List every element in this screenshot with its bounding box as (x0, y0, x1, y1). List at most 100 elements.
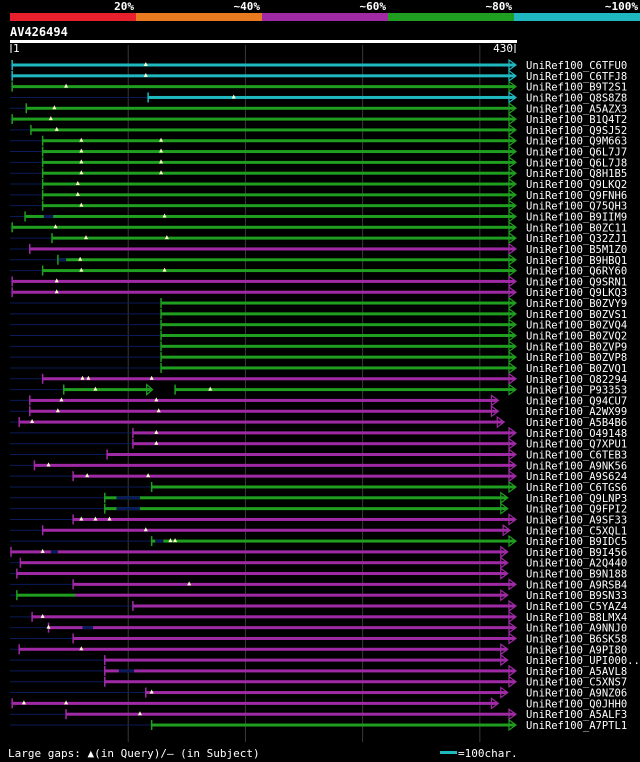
hit-row[interactable]: UniRef100_Q9LKQ3 (10, 286, 627, 299)
hit-row[interactable]: UniRef100_Q7XPU1 (10, 437, 627, 451)
hit-label[interactable]: UniRef100_Q9LNP3 (526, 493, 627, 505)
hit-row[interactable]: UniRef100_Q6RY60 (10, 264, 627, 278)
hit-row[interactable]: UniRef100_UPI000... (10, 653, 640, 667)
hit-label[interactable]: UniRef100_B0ZVS1 (526, 309, 627, 321)
hit-row[interactable]: UniRef100_Q9SRN1 (10, 275, 627, 288)
hit-row[interactable]: UniRef100_A2WX99 (10, 405, 627, 418)
hit-row[interactable]: UniRef100_Q32ZJ1 (10, 231, 627, 245)
hit-label[interactable]: UniRef100_P93353 (526, 385, 627, 397)
hit-row[interactable]: UniRef100_A5AVL8 (10, 664, 627, 678)
hit-row[interactable]: UniRef100_C6TGS6 (10, 480, 627, 494)
hit-label[interactable]: UniRef100_Q9SRN1 (526, 276, 627, 288)
hit-label[interactable]: UniRef100_A9NNJ0 (526, 623, 627, 635)
hit-row[interactable]: UniRef100_Q9LNP3 (10, 491, 627, 505)
hit-label[interactable]: UniRef100_B0ZVQ4 (526, 320, 627, 332)
hit-row[interactable]: UniRef100_O49148 (10, 426, 627, 440)
hit-label[interactable]: UniRef100_C6TEB3 (526, 450, 627, 462)
hit-label[interactable]: UniRef100_B9SN33 (526, 590, 627, 602)
hit-row[interactable]: UniRef100_Q9M663 (10, 134, 627, 148)
hit-label[interactable]: UniRef100_Q9LKQ2 (526, 179, 627, 191)
hit-label[interactable]: UniRef100_Q8H1B5 (526, 168, 627, 180)
hit-row[interactable]: UniRef100_A5B4B6 (10, 415, 627, 429)
hit-row[interactable]: UniRef100_B0ZC11 (10, 221, 627, 234)
hit-label[interactable]: UniRef100_B0ZVQ1 (526, 363, 627, 375)
hit-label[interactable]: UniRef100_B5M1Z0 (526, 244, 627, 256)
hit-row[interactable]: UniRef100_A5ALF3 (10, 708, 627, 721)
hit-row[interactable]: UniRef100_A9S624 (10, 469, 627, 483)
hit-row[interactable]: UniRef100_B8LMX4 (10, 610, 627, 624)
hit-row[interactable]: UniRef100_C5YAZ4 (10, 599, 627, 613)
hit-row[interactable]: UniRef100_Q0JHH0 (10, 697, 627, 710)
hit-label[interactable]: UniRef100_A2WX99 (526, 406, 627, 418)
hit-row[interactable]: UniRef100_A9SF33 (10, 513, 627, 526)
hit-row[interactable]: UniRef100_Q8H1B5 (10, 167, 627, 180)
hit-row[interactable]: UniRef100_B0ZVP8 (10, 350, 627, 364)
hit-label[interactable]: UniRef100_O82294 (526, 374, 627, 386)
hit-label[interactable]: UniRef100_Q32ZJ1 (526, 233, 627, 245)
hit-row[interactable]: UniRef100_B9IIM9 (10, 210, 627, 223)
hit-label[interactable]: UniRef100_B0ZC11 (526, 222, 627, 234)
hit-row[interactable]: UniRef100_B9N188 (10, 567, 627, 581)
hit-label[interactable]: UniRef100_B8LMX4 (526, 612, 627, 624)
hit-label[interactable]: UniRef100_B9IIM9 (526, 211, 627, 223)
hit-row[interactable]: UniRef100_A7PTL1 (10, 718, 627, 732)
hit-label[interactable]: UniRef100_B6SK58 (526, 633, 627, 645)
hit-row[interactable]: UniRef100_B9I456 (10, 545, 627, 559)
hit-row[interactable]: UniRef100_Q9LKQ2 (10, 177, 627, 191)
hit-row[interactable]: UniRef100_Q9FNH6 (10, 188, 627, 202)
hit-row[interactable]: UniRef100_B6SK58 (10, 632, 627, 645)
hit-label[interactable]: UniRef100_Q6L7J7 (526, 147, 627, 159)
hit-label[interactable]: UniRef100_A5ALF3 (526, 709, 627, 721)
hit-row[interactable]: UniRef100_A5AZX3 (10, 102, 627, 115)
hit-row[interactable]: UniRef100_C5XNS7 (10, 675, 627, 689)
hit-label[interactable]: UniRef100_A5AVL8 (526, 666, 627, 678)
hit-label[interactable]: UniRef100_Q8S8Z8 (526, 92, 627, 104)
hit-label[interactable]: UniRef100_A9NZ06 (526, 688, 627, 700)
hit-label[interactable]: UniRef100_C5YAZ4 (526, 601, 627, 613)
hit-label[interactable]: UniRef100_C6TFU0 (526, 60, 627, 72)
hit-label[interactable]: UniRef100_Q7XPU1 (526, 439, 627, 451)
hit-row[interactable]: UniRef100_O82294 (10, 372, 627, 386)
hit-label[interactable]: UniRef100_Q9LKQ3 (526, 287, 627, 299)
hit-row[interactable]: UniRef100_A2Q440 (10, 556, 627, 570)
hit-label[interactable]: UniRef100_Q9FPI2 (526, 504, 627, 516)
hit-label[interactable]: UniRef100_Q9M663 (526, 136, 627, 148)
hit-label[interactable]: UniRef100_B9T2S1 (526, 82, 627, 94)
hit-row[interactable]: UniRef100_B9SN33 (10, 589, 627, 602)
hit-label[interactable]: UniRef100_C5XNS7 (526, 677, 627, 689)
hit-row[interactable]: UniRef100_B0ZVQ1 (10, 361, 627, 375)
hit-row[interactable]: UniRef100_B5M1Z0 (10, 242, 627, 256)
hit-row[interactable]: UniRef100_B0ZVY9 (10, 296, 627, 310)
hit-row[interactable]: UniRef100_A9PI80 (10, 643, 627, 656)
hit-label[interactable]: UniRef100_B0ZVP9 (526, 341, 627, 353)
hit-rows[interactable]: UniRef100_C6TFU0UniRef100_C6TFJ8UniRef10… (10, 58, 640, 732)
hit-row[interactable]: UniRef100_A9RSB4 (10, 578, 627, 591)
hit-row[interactable]: UniRef100_Q9FPI2 (10, 502, 627, 516)
hit-label[interactable]: UniRef100_B0ZVQ2 (526, 331, 627, 343)
hit-row[interactable]: UniRef100_P93353 (10, 383, 627, 397)
hit-label[interactable]: UniRef100_C6TFJ8 (526, 71, 627, 83)
hit-label[interactable]: UniRef100_B0ZVY9 (526, 298, 627, 310)
hit-row[interactable]: UniRef100_Q6L7J7 (10, 145, 627, 159)
hit-label[interactable]: UniRef100_O49148 (526, 428, 627, 440)
hit-label[interactable]: UniRef100_A5B4B6 (526, 417, 627, 429)
hit-row[interactable]: UniRef100_C6TFJ8 (10, 69, 627, 83)
hit-label[interactable]: UniRef100_A5AZX3 (526, 103, 627, 115)
hit-label[interactable]: UniRef100_UPI000... (526, 655, 640, 667)
hit-label[interactable]: UniRef100_Q9FNH6 (526, 190, 627, 202)
hit-row[interactable]: UniRef100_C5XQL1 (10, 524, 627, 537)
hit-row[interactable]: UniRef100_Q6L7J8 (10, 156, 627, 169)
hit-label[interactable]: UniRef100_B9I456 (526, 547, 627, 559)
hit-row[interactable]: UniRef100_A9NK56 (10, 459, 627, 472)
hit-label[interactable]: UniRef100_A9NK56 (526, 460, 627, 472)
hit-row[interactable]: UniRef100_C6TEB3 (10, 448, 627, 462)
hit-row[interactable]: UniRef100_B0ZVQ2 (10, 329, 627, 343)
hit-row[interactable]: UniRef100_B1Q4T2 (10, 112, 627, 126)
hit-label[interactable]: UniRef100_C5XQL1 (526, 525, 627, 537)
hit-label[interactable]: UniRef100_A9RSB4 (526, 579, 627, 591)
hit-row[interactable]: UniRef100_B9T2S1 (10, 80, 627, 94)
hit-row[interactable]: UniRef100_B0ZVS1 (10, 307, 627, 321)
hit-label[interactable]: UniRef100_B9IDC5 (526, 536, 627, 548)
hit-label[interactable]: UniRef100_A9S624 (526, 471, 627, 483)
hit-label[interactable]: UniRef100_A9SF33 (526, 514, 627, 526)
